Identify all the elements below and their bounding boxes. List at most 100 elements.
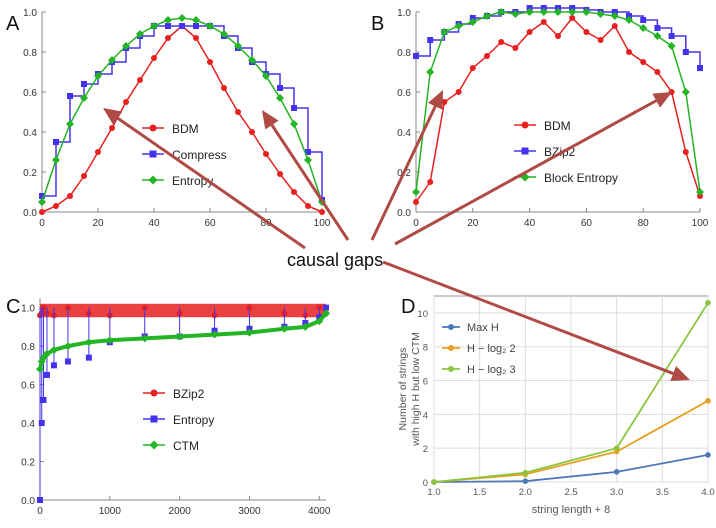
data-point (249, 129, 255, 135)
data-point (221, 85, 227, 91)
data-point (412, 188, 420, 196)
data-point (277, 171, 283, 177)
data-point (245, 328, 254, 337)
data-point (654, 25, 661, 31)
data-point (108, 56, 116, 64)
data-point (681, 88, 690, 96)
data-point (64, 358, 71, 365)
data-point (539, 8, 548, 16)
data-point (596, 10, 605, 18)
data-point (653, 32, 662, 40)
data-point (484, 53, 490, 59)
x-tick-label: 100 (692, 218, 709, 229)
data-point (526, 29, 533, 35)
legend-label: H − log₂ 3 (467, 364, 516, 376)
data-point (42, 349, 51, 358)
data-point (610, 12, 619, 20)
data-point (109, 125, 115, 131)
y-axis-label: Number of stringswith high H but low CTM (397, 332, 422, 447)
data-point (705, 398, 711, 404)
data-point (53, 203, 59, 209)
y-tick-label: 0.6 (21, 381, 35, 392)
x-tick-label: 3000 (238, 506, 261, 517)
data-point (682, 49, 689, 55)
x-tick-label: 2.0 (519, 487, 532, 498)
series-band-line (38, 312, 328, 370)
data-point (597, 37, 604, 43)
callout-arrow-shaft (394, 99, 657, 246)
data-point (80, 94, 88, 102)
series-line (433, 302, 709, 483)
legend-swatch-marker (521, 147, 529, 155)
y-tick-label: 0.4 (23, 128, 37, 139)
x-tick-label: 2.5 (564, 487, 577, 498)
data-point (123, 99, 129, 105)
data-point (522, 469, 529, 476)
data-point (248, 56, 256, 64)
data-point (290, 120, 298, 128)
data-point (234, 42, 242, 50)
data-point (63, 342, 72, 351)
data-point (301, 322, 310, 331)
data-point (67, 193, 73, 199)
callout-arrow-shaft (382, 260, 674, 375)
data-point (81, 81, 87, 87)
data-point (498, 39, 505, 45)
y-tick-label: 0.4 (21, 419, 35, 430)
data-point (262, 72, 270, 80)
x-tick-label: 3.5 (656, 487, 669, 498)
data-point (569, 15, 576, 21)
y-axis-label-line: with high H but low CTM (410, 332, 422, 447)
data-point (413, 53, 419, 59)
data-point (164, 16, 172, 24)
x-tick-label: 4000 (308, 506, 331, 517)
y-tick-label: 1.0 (23, 8, 37, 19)
x-tick-label: 1000 (99, 506, 122, 517)
data-point (43, 371, 50, 378)
x-tick-label: 2000 (169, 506, 192, 517)
data-point (206, 22, 214, 30)
y-tick-label: 1.0 (397, 8, 411, 19)
y-tick-label: 0.0 (21, 496, 35, 507)
data-point (81, 173, 87, 179)
data-point (263, 151, 269, 157)
panel-letter-d: D (401, 296, 415, 318)
y-tick-label: 0.6 (23, 88, 37, 99)
data-point (39, 209, 45, 215)
data-point (40, 396, 47, 403)
data-point (67, 93, 73, 99)
data-point (95, 149, 101, 155)
data-point (193, 23, 199, 29)
data-point (165, 23, 171, 29)
data-point (611, 23, 618, 29)
data-point (427, 37, 434, 43)
legend-label: BDM (172, 122, 199, 136)
y-tick-label: 10 (417, 309, 428, 320)
data-point (280, 324, 289, 333)
x-tick-label: 40 (148, 218, 160, 229)
legend-label: H − log₂ 2 (467, 343, 516, 355)
data-point (305, 149, 311, 155)
x-tick-label: 100 (314, 218, 331, 229)
y-tick-label: 0.0 (397, 208, 411, 219)
panel-letter-b: B (371, 13, 384, 35)
y-tick-label: 6 (423, 377, 428, 388)
x-tick-label: 4.0 (701, 487, 714, 498)
data-point (455, 89, 462, 95)
legend-swatch-marker (150, 415, 158, 423)
data-point (705, 452, 711, 458)
callout-label: causal gaps (287, 250, 383, 270)
data-point (50, 362, 57, 369)
data-point (179, 23, 185, 29)
x-tick-label: 40 (524, 218, 536, 229)
causal-gaps-callout: causal gaps (103, 90, 690, 382)
callout-arrow-head (103, 108, 123, 125)
data-point (305, 203, 311, 209)
data-point (94, 72, 102, 80)
data-point (431, 479, 437, 485)
legend-label: Entropy (173, 413, 214, 427)
panel-b: 0.00.20.40.60.81.0020406080100BDMBZip2Bl… (397, 5, 709, 229)
y-tick-label: 0.0 (23, 208, 37, 219)
data-point (554, 8, 562, 16)
data-point (668, 33, 675, 39)
